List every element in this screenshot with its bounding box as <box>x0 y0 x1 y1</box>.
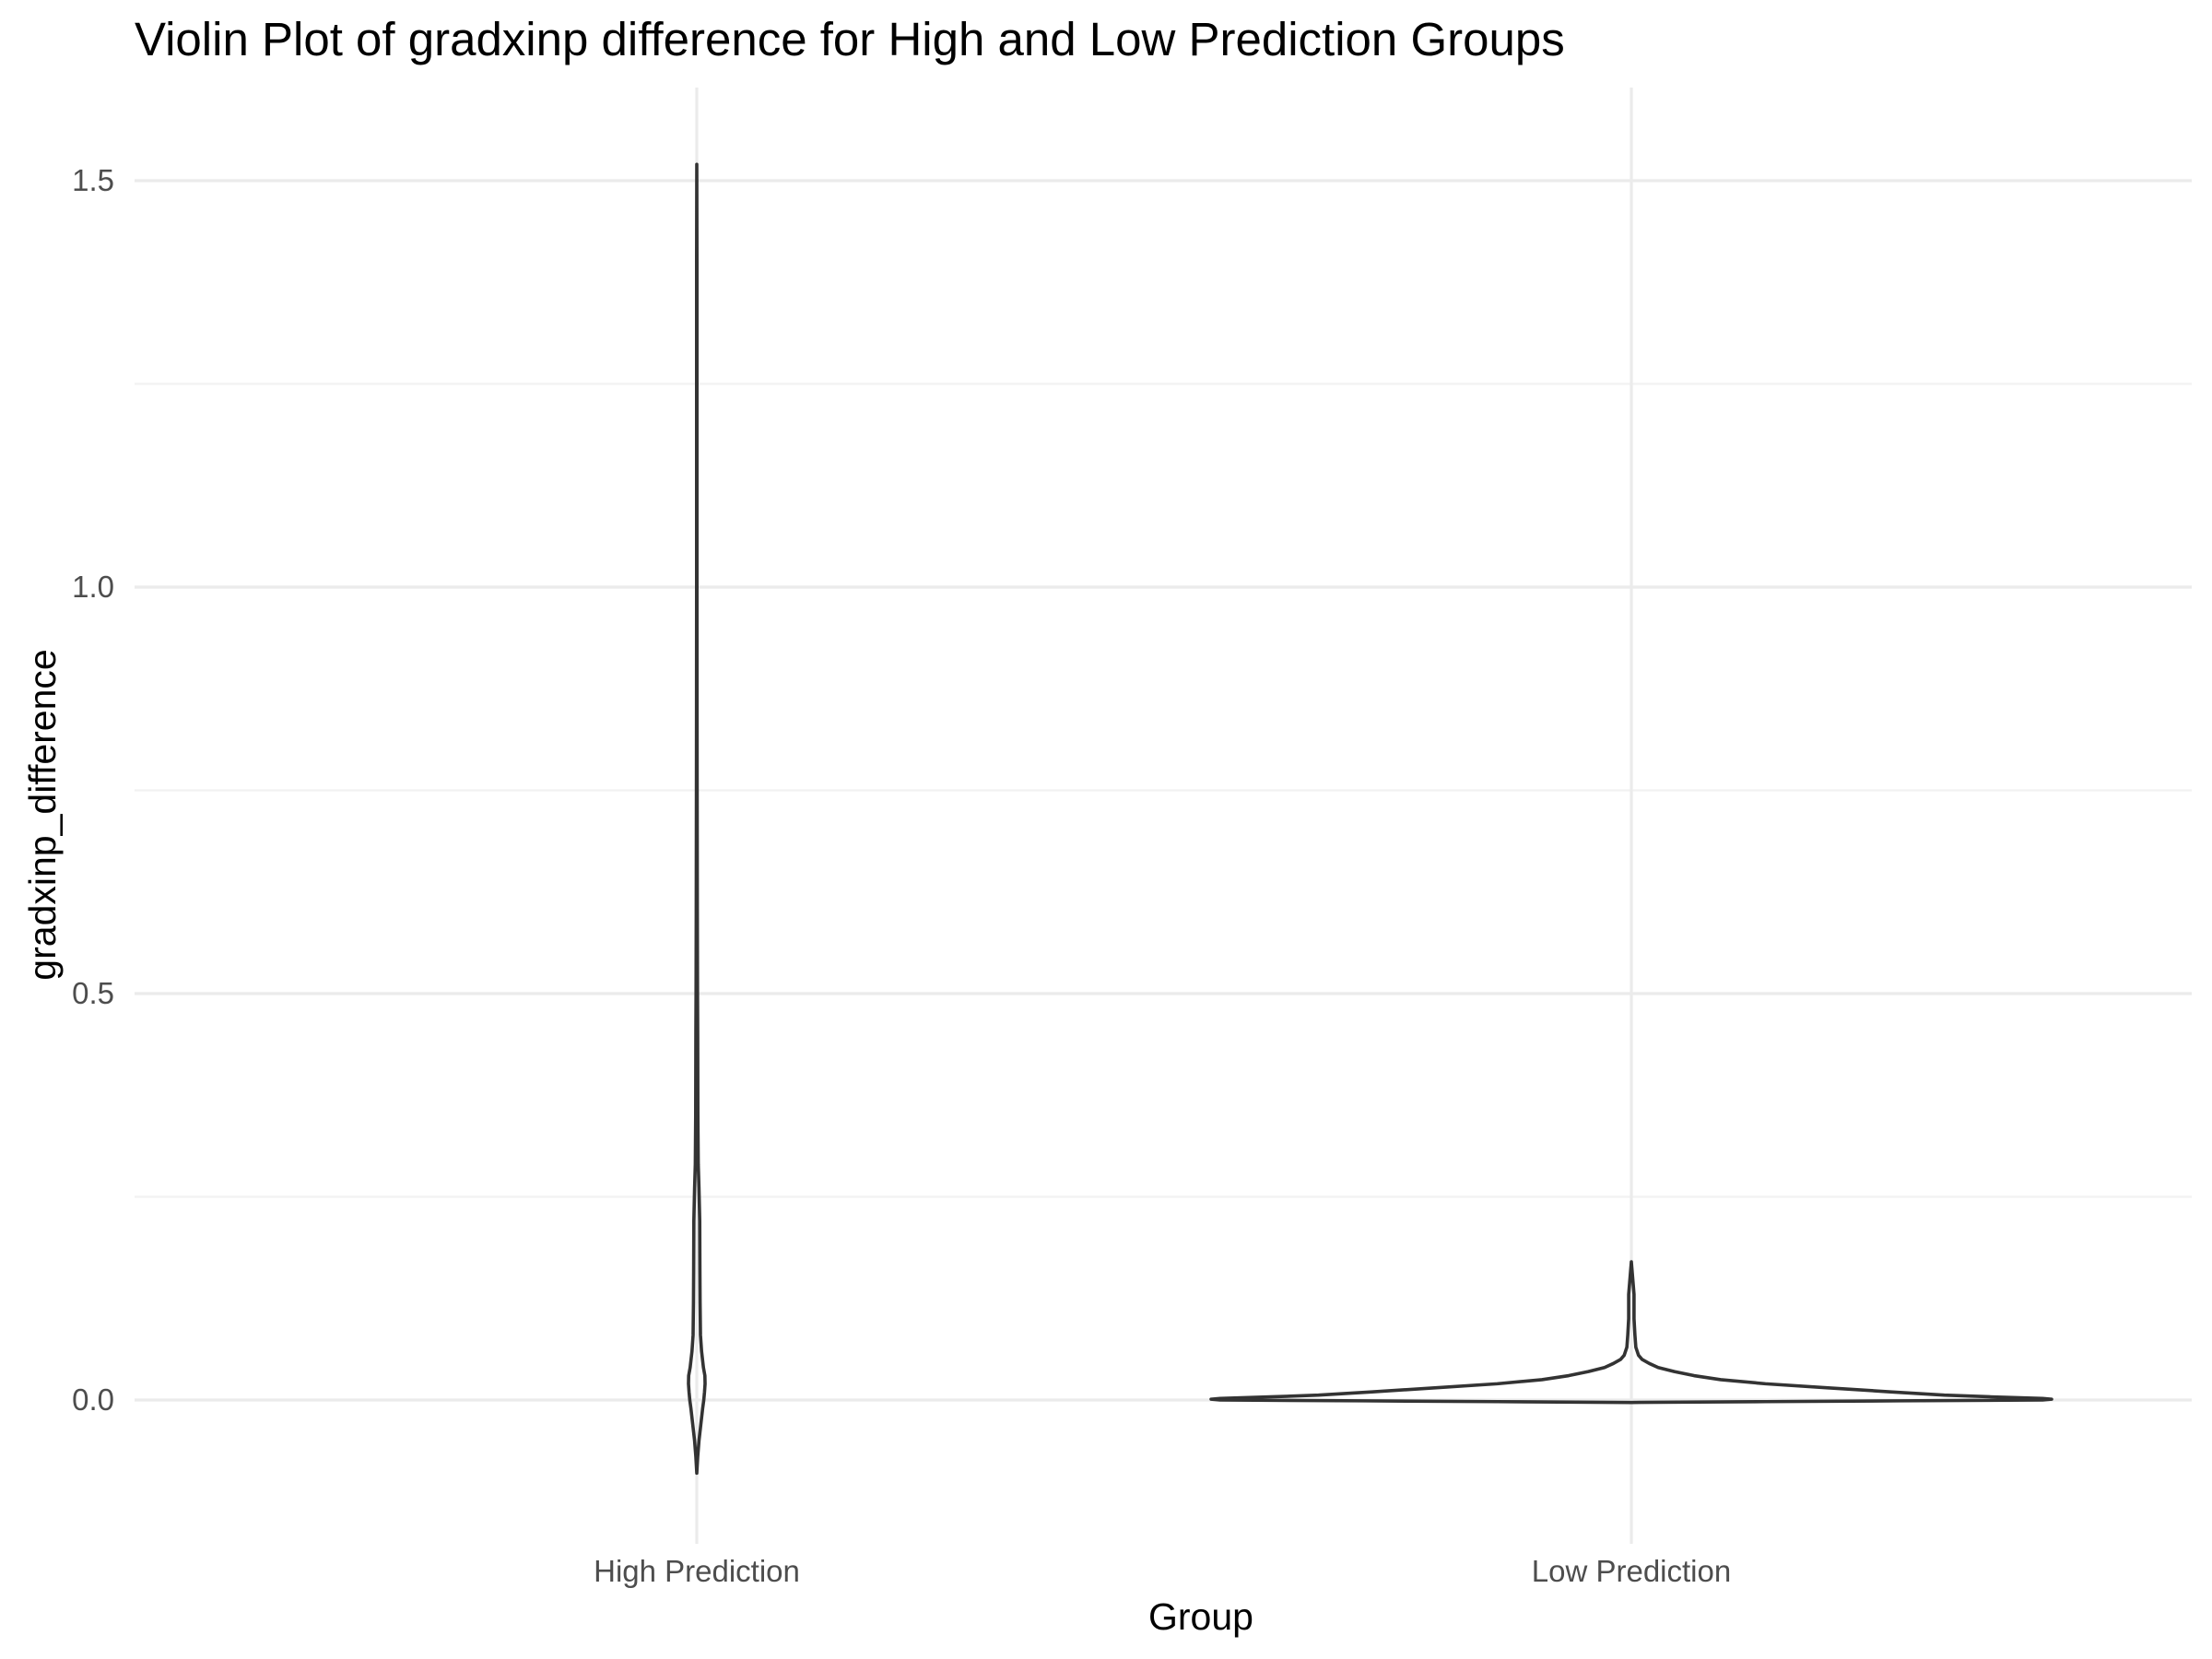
violin-low-prediction <box>1209 1260 2053 1405</box>
x-tick-label: High Prediction <box>594 1554 800 1588</box>
y-tick-label: 0.0 <box>72 1382 114 1417</box>
y-tick-labels: 0.0 0.5 1.0 1.5 <box>72 163 114 1417</box>
chart-title: Violin Plot of gradxinp difference for H… <box>135 13 1565 65</box>
y-axis-title: gradxinp_difference <box>21 649 64 980</box>
x-axis-title: Group <box>1148 1595 1253 1638</box>
violin-high-prediction <box>687 162 707 1476</box>
grid-layer <box>135 88 2192 1544</box>
x-tick-label: Low Prediction <box>1532 1554 1731 1588</box>
x-tick-labels: High Prediction Low Prediction <box>594 1554 1731 1588</box>
y-tick-label: 1.5 <box>72 163 114 197</box>
violin-layer <box>687 162 2053 1476</box>
y-tick-label: 0.5 <box>72 976 114 1010</box>
y-tick-label: 1.0 <box>72 570 114 604</box>
